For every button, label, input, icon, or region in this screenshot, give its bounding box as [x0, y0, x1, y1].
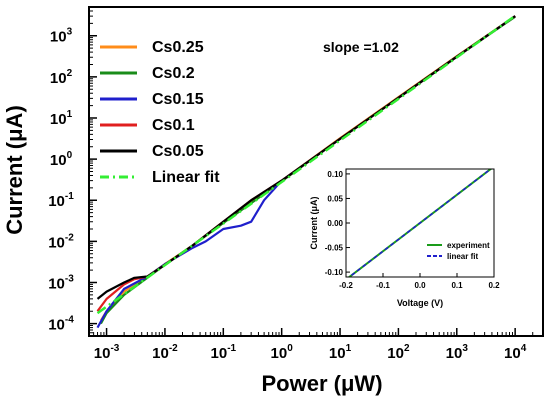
inset-x-tick-label: 0.0 — [414, 281, 426, 290]
y-tick-label: 101 — [50, 109, 73, 128]
legend-label: Cs0.1 — [152, 117, 195, 134]
y-tick-label: 100 — [50, 150, 73, 169]
slope-annotation: slope =1.02 — [323, 39, 399, 55]
x-tick-label: 103 — [446, 343, 469, 362]
inset-series-layer — [347, 169, 493, 277]
series-line-cs0-05 — [96, 15, 516, 300]
inset-legend: experiment linear fit — [427, 241, 490, 261]
inset-y-tick-label: -0.10 — [325, 268, 344, 277]
legend-label: Cs0.05 — [152, 143, 204, 160]
y-tick-label: 10-3 — [48, 273, 74, 292]
legend-label: Cs0.25 — [152, 39, 204, 56]
y-tick-label: 10-4 — [48, 315, 74, 334]
legend-label: Cs0.2 — [152, 65, 195, 82]
inset-x-tick-label: 0.1 — [451, 281, 463, 290]
main-y-axis: 10-4 10-3 10-2 10-1 100 101 102 103 — [48, 10, 97, 334]
inset-y-tick-label: 0.10 — [327, 170, 343, 179]
y-tick-label: 103 — [50, 27, 73, 46]
x-tick-label: 10-2 — [152, 343, 178, 362]
inset-y-tick-label: 0.00 — [327, 219, 343, 228]
x-tick-label: 10-3 — [94, 343, 120, 362]
main-series-layer — [96, 14, 516, 329]
main-x-axis: 10-3 10-2 10-1 100 101 102 103 104 — [93, 328, 534, 362]
inset-y-axis-title: Current (μA) — [309, 196, 319, 249]
inset-y-axis: -0.10 -0.05 0.00 0.05 0.10 — [325, 170, 350, 277]
inset-x-tick-label: 0.2 — [488, 281, 500, 290]
series-line-linear-fit — [96, 14, 516, 315]
inset-y-tick-label: -0.05 — [325, 244, 344, 253]
inset-series-line-linear-fit — [347, 169, 493, 277]
x-tick-label: 104 — [504, 343, 527, 362]
inset-x-tick-label: -0.2 — [339, 281, 353, 290]
x-tick-label: 102 — [387, 343, 410, 362]
inset-y-tick-label: 0.05 — [327, 194, 343, 203]
legend-label: Linear fit — [152, 169, 220, 186]
main-y-axis-title: Current (μA) — [2, 105, 27, 235]
x-tick-label: 100 — [271, 343, 294, 362]
inset-legend-label: experiment — [447, 241, 490, 250]
x-tick-label: 10-1 — [211, 343, 237, 362]
inset-x-axis-title: Voltage (V) — [397, 298, 443, 308]
inset-x-axis: -0.2 -0.1 0.0 0.1 0.2 — [339, 273, 500, 290]
y-tick-label: 10-2 — [48, 232, 74, 251]
main-legend: Cs0.25 Cs0.2 Cs0.15 Cs0.1 Cs0.05 Linear fit — [100, 39, 220, 186]
x-tick-label: 101 — [329, 343, 352, 362]
main-x-axis-title: Power (μW) — [261, 371, 382, 396]
y-tick-label: 102 — [50, 68, 73, 87]
inset-x-tick-label: -0.1 — [376, 281, 390, 290]
legend-label: Cs0.15 — [152, 91, 204, 108]
y-tick-label: 10-1 — [48, 191, 74, 210]
inset-legend-label: linear fit — [447, 252, 478, 261]
inset-chart: -0.2 -0.1 0.0 0.1 0.2 -0.10 -0.05 0.00 0.05 0.10… — [309, 168, 500, 308]
